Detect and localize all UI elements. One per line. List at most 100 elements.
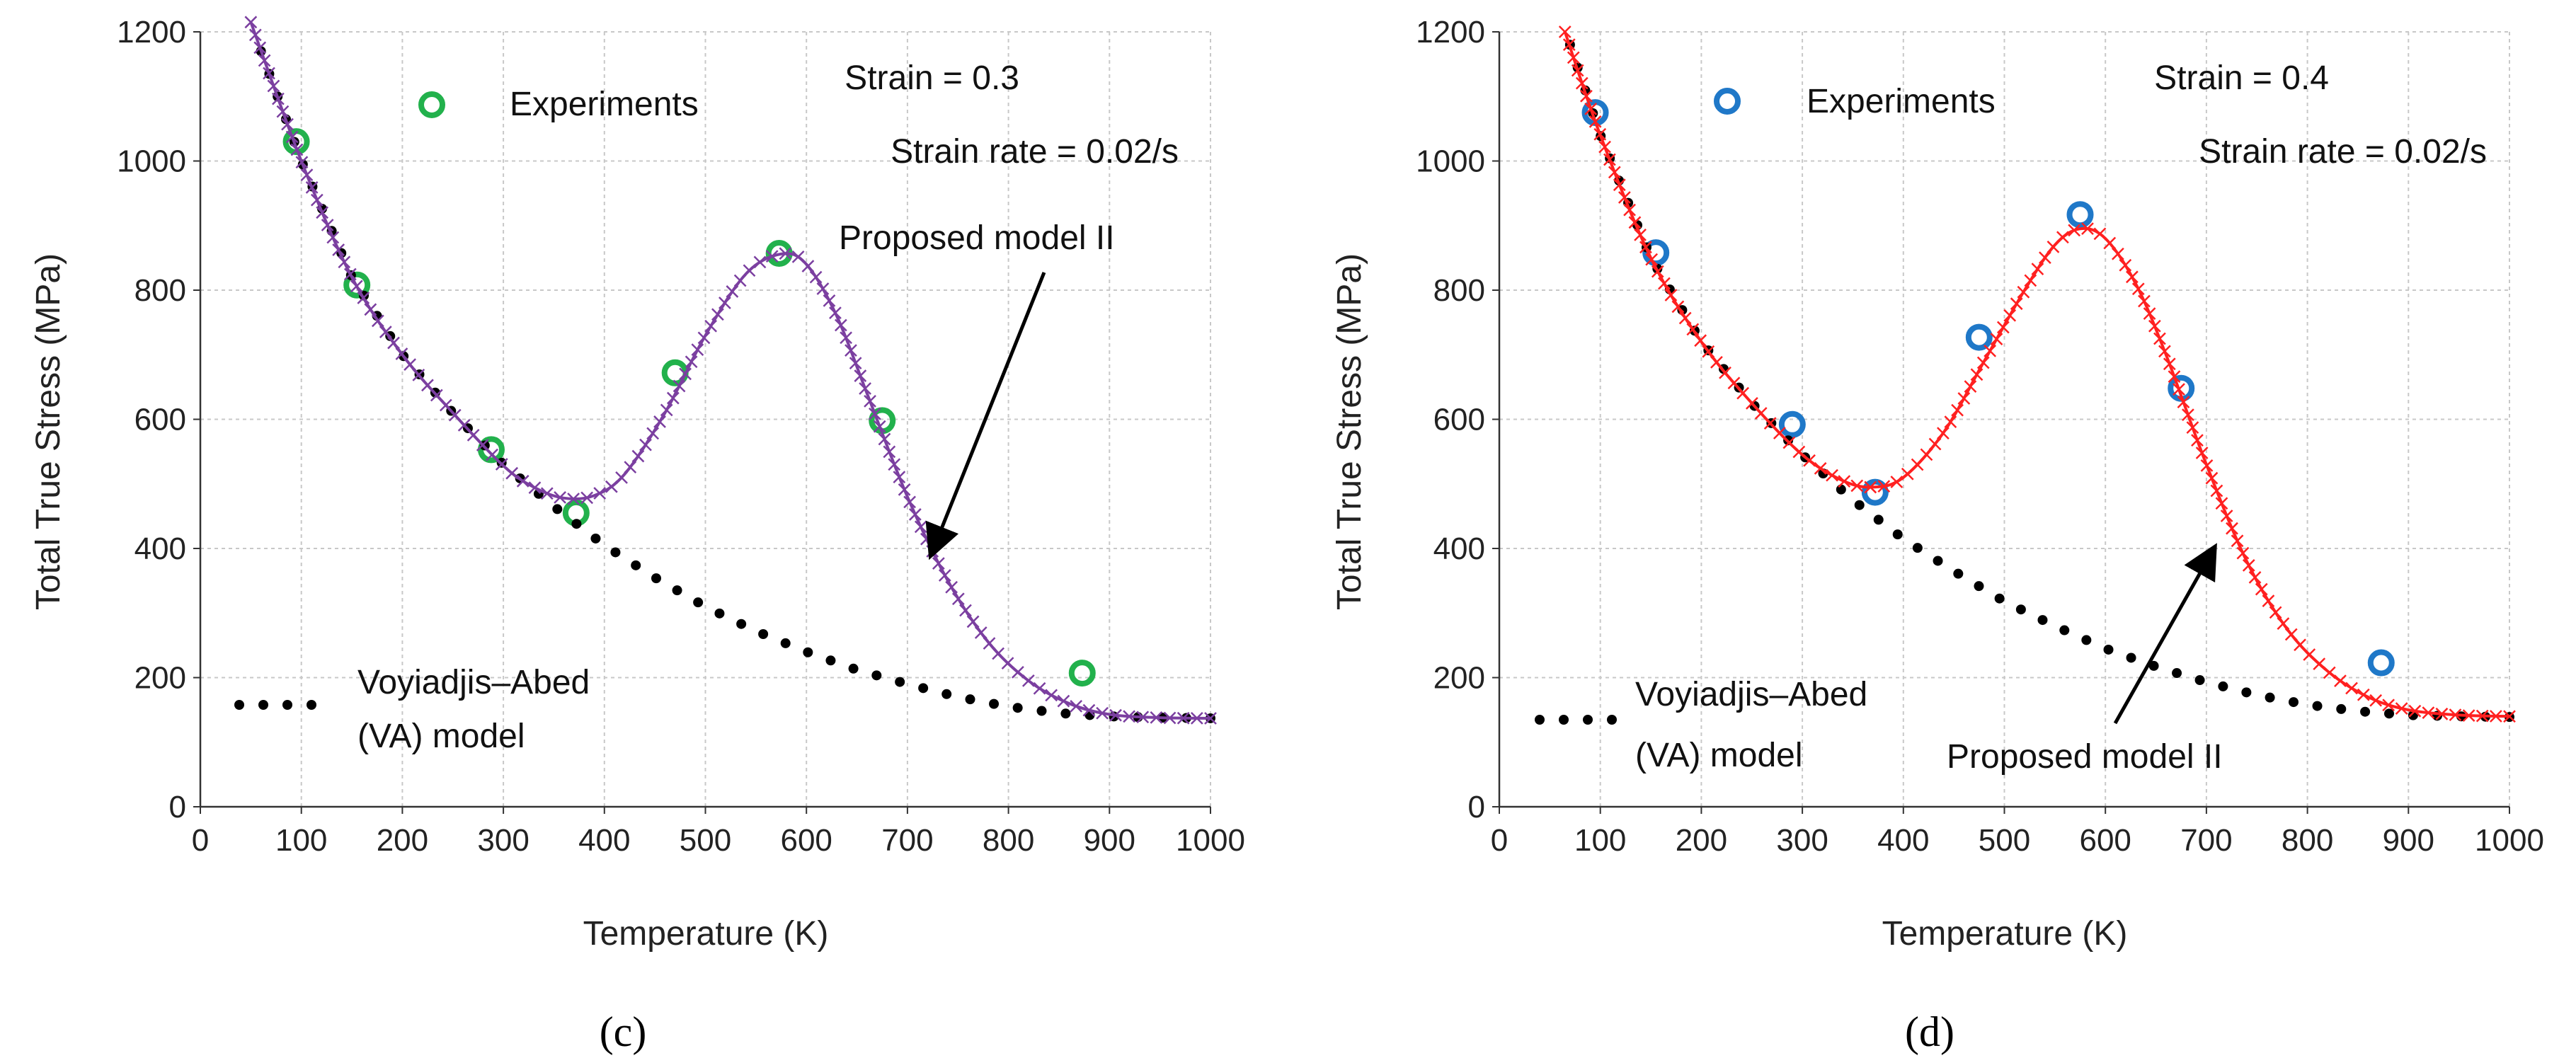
model2-x-marker — [2395, 702, 2408, 715]
model2-x-marker — [809, 270, 823, 284]
y-tick-label: 200 — [1433, 661, 1485, 696]
model2-x-marker — [1588, 115, 1602, 128]
model2-x-marker — [1782, 436, 1796, 449]
model2-x-marker — [1603, 153, 1616, 166]
model2-x-marker — [2277, 617, 2290, 631]
model2-x-marker — [938, 569, 951, 582]
model2-x-marker — [1571, 64, 1584, 77]
x-tick-label: 100 — [275, 823, 327, 858]
model2-x-marker — [920, 532, 933, 546]
va-model-dot — [631, 560, 641, 570]
model2-x-marker — [290, 143, 304, 156]
model2-x-marker — [1598, 140, 1611, 154]
model2-x-marker — [395, 347, 408, 360]
model2-x-marker — [646, 427, 660, 440]
model2-x-marker — [281, 117, 294, 131]
x-tick-label: 600 — [780, 823, 832, 858]
model2-x-marker — [849, 357, 862, 369]
y-tick-label: 200 — [134, 661, 186, 696]
va-label-line2: (VA) model — [357, 718, 525, 755]
model2-x-marker — [1639, 241, 1652, 254]
model2-x-marker — [1850, 479, 1864, 493]
va-model-dot — [714, 608, 725, 619]
model2-x-marker — [505, 466, 519, 480]
model2-curve — [249, 21, 1211, 720]
model2-x-marker — [1618, 191, 1631, 204]
model2-x-marker — [2369, 694, 2383, 707]
model2-x-marker — [1109, 708, 1122, 722]
model2-x-marker — [859, 382, 871, 395]
model2-x-marker — [951, 592, 965, 606]
model2-x-marker — [1082, 703, 1096, 717]
model2-x-marker — [2220, 510, 2233, 522]
y-tick-label: 1000 — [117, 144, 186, 179]
x-tick-label: 200 — [1676, 823, 1727, 858]
legend-va-marker — [234, 700, 316, 710]
model2-x-marker — [2153, 332, 2166, 345]
model2-x-marker — [421, 379, 434, 392]
x-tick-label: 1000 — [1176, 823, 1245, 858]
x-axis-label: Temperature (K) — [583, 915, 829, 953]
model2-x-marker — [1123, 710, 1136, 723]
va-model-dot — [1933, 556, 1943, 566]
model2-x-marker — [1736, 386, 1750, 400]
model2-x-marker — [605, 480, 618, 493]
model2-x-marker — [2168, 370, 2181, 384]
model2-x-marker — [2191, 434, 2204, 447]
model2-x-marker — [914, 520, 927, 534]
model2-x-marker — [966, 615, 980, 628]
x-tick-label: 700 — [881, 823, 933, 858]
va-model-dot — [2360, 706, 2371, 717]
model2-x-marker — [983, 637, 996, 650]
model2-x-marker — [779, 247, 792, 260]
model2-x-marker — [457, 418, 471, 432]
va-model-dot — [2126, 652, 2136, 663]
model2-x-marker — [834, 318, 847, 332]
experiment-point — [1965, 323, 1993, 351]
va-model-dot — [1974, 581, 1984, 592]
model2-x-marker — [1970, 368, 1983, 381]
model2-x-marker — [1562, 38, 1576, 52]
va-model-dot — [848, 663, 859, 674]
va-model-dot — [2336, 703, 2347, 714]
model2-x-marker — [1694, 334, 1707, 347]
chart-panel-c: 0 100 200 300 400 500 600 700 800 900 1000 0 200 400 6… — [30, 15, 1245, 1055]
model2-x-marker — [321, 219, 334, 231]
legend-experiments-label: Experiments — [1807, 83, 1996, 120]
model2-x-marker — [615, 471, 628, 484]
va-model-dot — [1912, 543, 1923, 553]
model2-x-marker — [840, 331, 852, 345]
model2-x-marker — [1584, 102, 1598, 115]
model2-x-marker — [1951, 403, 1964, 417]
model2-x-marker — [567, 493, 580, 505]
model2-x-marker — [801, 260, 815, 272]
model2-x-marker — [2475, 709, 2489, 723]
model2-x-marker — [1964, 380, 1977, 393]
model2-x-marker — [2138, 294, 2151, 308]
model2-x-marker — [753, 255, 767, 269]
model2-x-marker — [2143, 307, 2156, 320]
model2-x-marker — [1671, 300, 1685, 314]
model2-x-marker — [666, 391, 680, 405]
legend-experiments-marker — [418, 91, 445, 118]
experiment-point — [2066, 201, 2094, 229]
model2-x-marker — [448, 408, 462, 422]
strain-label: Strain = 0.3 — [845, 59, 1019, 97]
model2-x-marker — [2248, 571, 2262, 584]
model2-x-marker — [439, 398, 452, 412]
model2-x-marker — [1838, 475, 1851, 488]
model2-x-marker — [679, 367, 692, 381]
va-model-dot — [2384, 708, 2395, 719]
va-model-dot — [941, 689, 952, 699]
model2-x-marker — [593, 487, 607, 500]
model2-x-marker — [1976, 356, 1990, 369]
model2-x-marker — [1011, 666, 1024, 679]
y-tick-label: 600 — [134, 403, 186, 437]
model2-x-marker — [2186, 421, 2199, 435]
model2-x-marker — [2462, 709, 2475, 723]
model2-x-marker — [2236, 546, 2250, 560]
va-model-dot — [2015, 604, 2026, 615]
model2-x-marker — [2345, 682, 2358, 695]
model2-x-marker — [528, 481, 542, 495]
model2-x-marker — [2039, 251, 2051, 264]
